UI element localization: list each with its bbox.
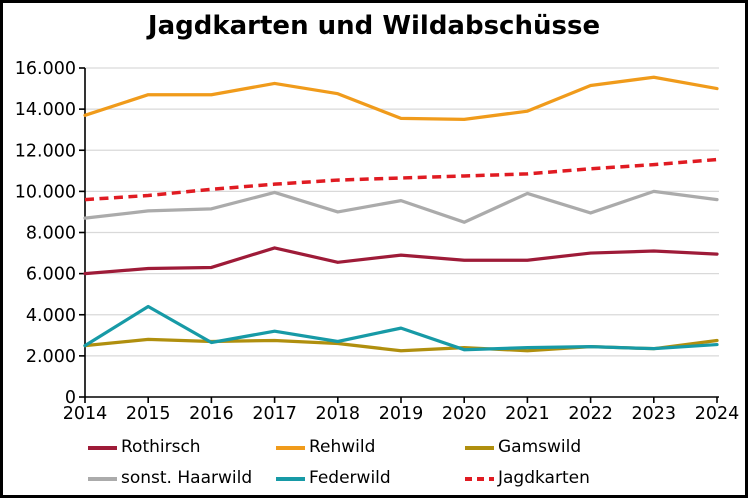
x-axis-tick-label: 2020 [442,404,487,424]
x-axis-tick-label: 2021 [505,404,550,424]
y-axis-tick-label: 14.000 [15,100,76,120]
y-axis-tick-label: 8.000 [26,224,76,244]
x-axis-tick-label: 2023 [632,404,677,424]
x-axis-tick-label: 2015 [126,404,171,424]
series-line-sonst-haarwild [83,189,719,224]
y-axis-tick-label: 16.000 [15,59,76,79]
plot-area: 0 2.000 4.000 6.000 8.000 10.000 12.000 14.000 1… [15,59,740,424]
legend-label-jagdkarten: Jagdkarten [498,468,590,488]
x-axis-tick-label: 2018 [316,404,361,424]
legend: Rothirsch Rehwild Gamswild sonst. Haarwild F… [88,432,590,494]
legend-swatch-rothirsch [88,445,117,450]
series-line-jagdkarten [84,157,718,202]
legend-label-gamswild: Gamswild [498,437,582,457]
legend-label-federwild: Federwild [309,468,391,488]
series-line-federwild [83,304,719,352]
legend-label-rothirsch: Rothirsch [121,437,201,457]
x-axis-tick-label: 2022 [568,404,613,424]
y-axis-tick-label: 10.000 [15,182,76,202]
y-axis-tick-label: 12.000 [15,141,76,161]
legend-swatch-rehwild [276,445,305,450]
x-axis-tick-label: 2016 [189,404,234,424]
legend-swatch-federwild [276,476,305,481]
legend-swatch-gamswild [465,445,494,450]
legend-item-gamswild: Gamswild [465,439,590,456]
series-line-rothirsch [83,246,719,276]
legend-item-sonst-haarwild: sonst. Haarwild [88,470,276,487]
x-axis-tick-label: 2024 [695,404,740,424]
y-axis-tick-label: 4.000 [26,306,76,326]
legend-label-sonst-haarwild: sonst. Haarwild [121,468,253,488]
legend-label-rehwild: Rehwild [309,437,376,457]
x-axis-tick-label: 2019 [379,404,424,424]
legend-swatch-sonst-haarwild [88,476,117,481]
series-line-rehwild [83,75,719,122]
legend-item-rehwild: Rehwild [276,439,465,456]
legend-swatch-jagdkarten [465,476,494,481]
legend-item-federwild: Federwild [276,470,465,487]
legend-item-jagdkarten: Jagdkarten [465,470,590,487]
legend-item-rothirsch: Rothirsch [88,439,276,456]
y-axis-tick-label: 2.000 [26,347,76,367]
chart-title: Jagdkarten und Wildabschüsse [147,11,601,41]
x-axis-tick-label: 2014 [63,404,108,424]
y-axis-tick-label: 6.000 [26,265,76,285]
y-axis-tick-label: 0 [65,388,76,408]
x-axis-tick-label: 2017 [252,404,297,424]
